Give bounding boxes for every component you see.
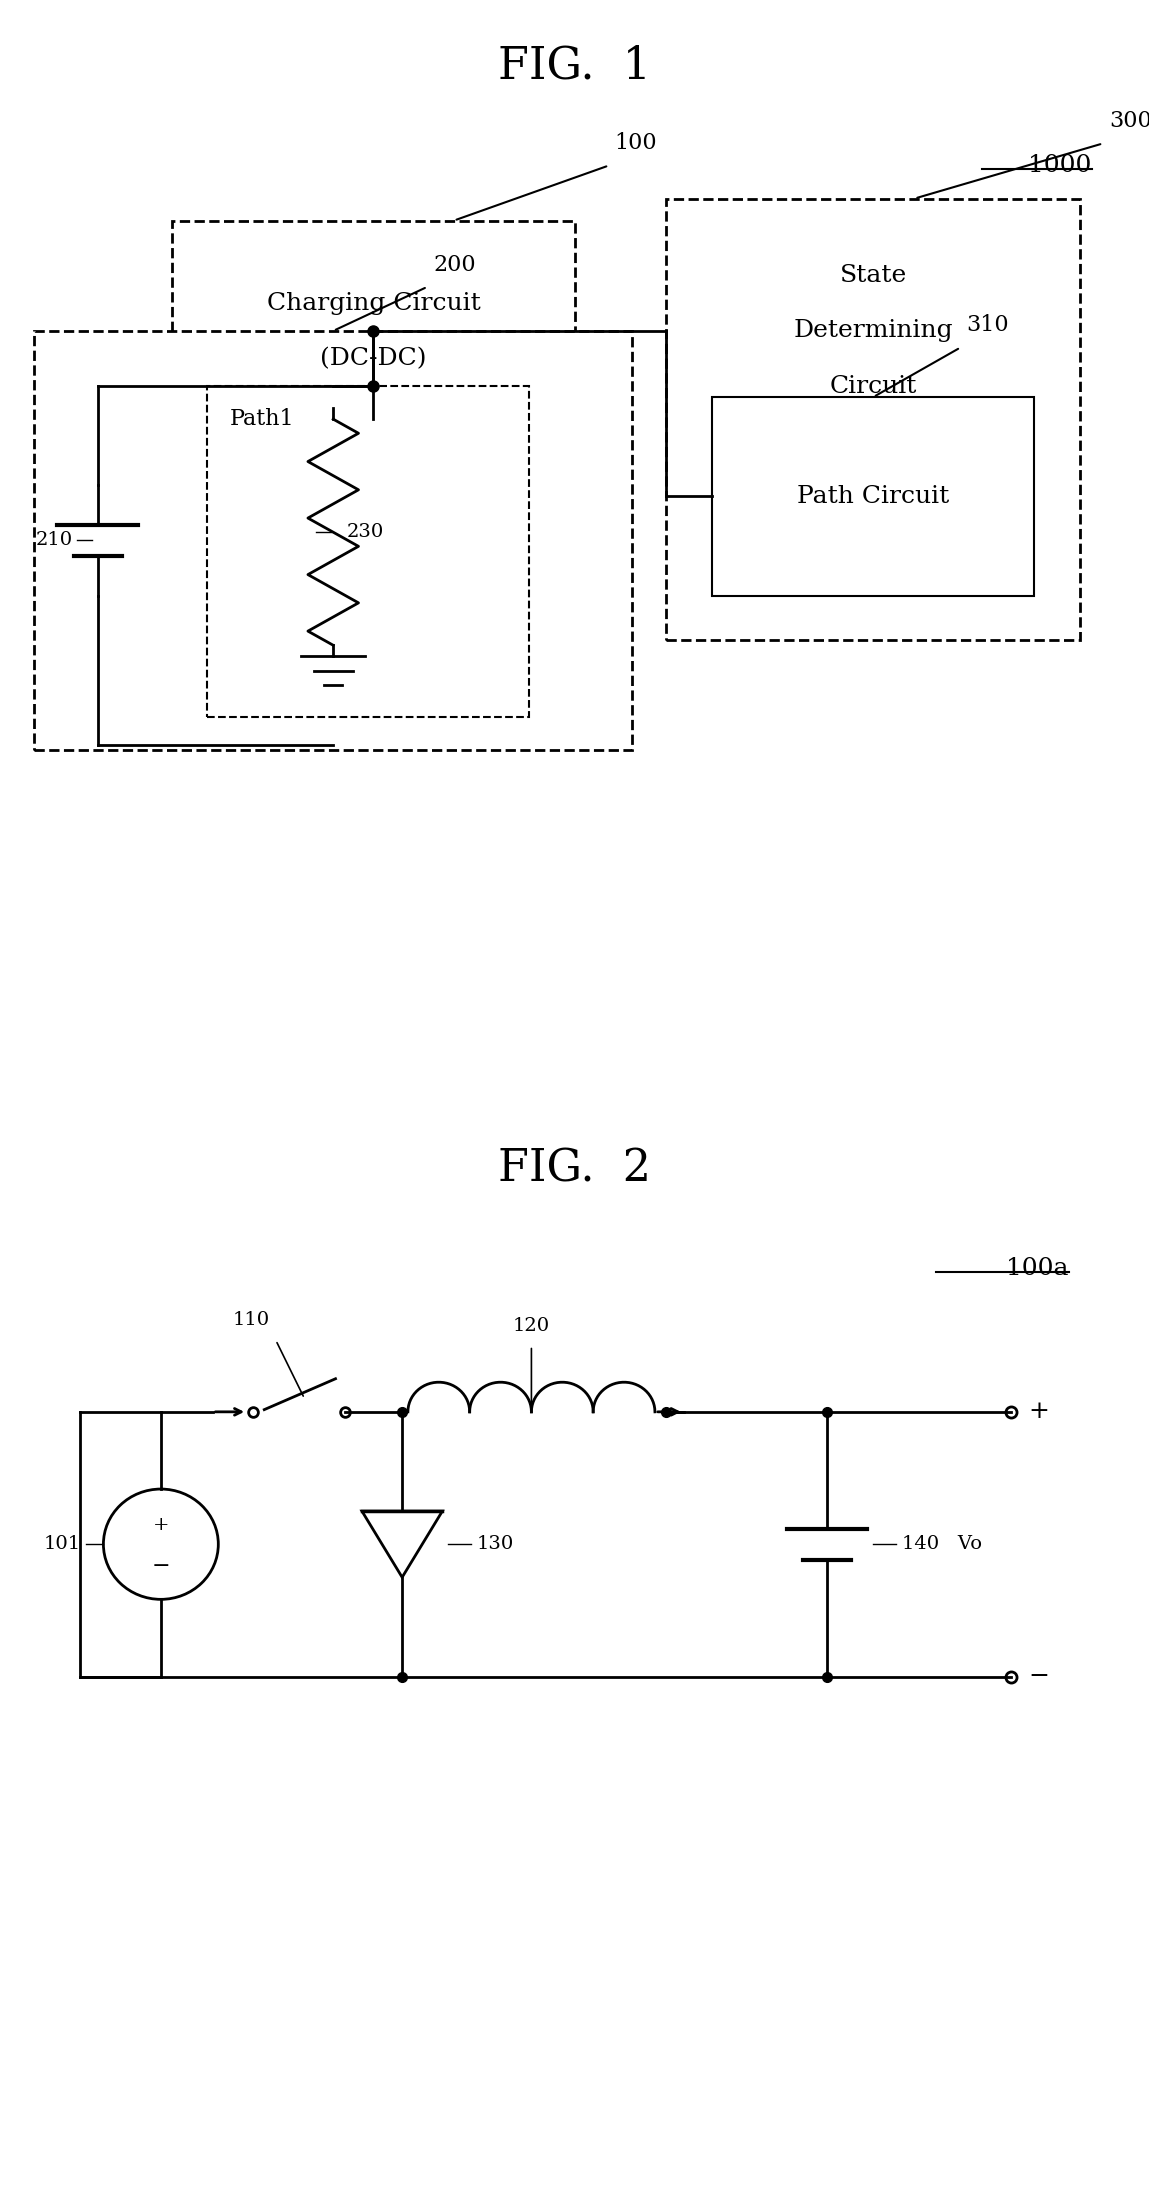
Text: Path Circuit: Path Circuit	[797, 485, 949, 507]
Text: 310: 310	[966, 315, 1009, 335]
Text: 300: 300	[1109, 110, 1149, 132]
Text: (DC-DC): (DC-DC)	[321, 346, 426, 371]
Text: 230: 230	[347, 523, 384, 540]
Text: 101: 101	[44, 1535, 80, 1553]
Text: 100: 100	[615, 132, 657, 154]
Text: +: +	[153, 1516, 169, 1535]
FancyBboxPatch shape	[172, 221, 574, 419]
Polygon shape	[362, 1511, 442, 1577]
Text: −: −	[152, 1555, 170, 1577]
FancyBboxPatch shape	[34, 331, 632, 750]
Text: State: State	[840, 265, 907, 287]
Text: Path1: Path1	[230, 408, 294, 430]
FancyBboxPatch shape	[207, 386, 529, 717]
Text: 110: 110	[233, 1310, 270, 1328]
Text: 1000: 1000	[1028, 154, 1092, 176]
Text: 130: 130	[477, 1535, 514, 1553]
Text: 210: 210	[36, 532, 72, 549]
Text: FIG.  1: FIG. 1	[498, 44, 651, 88]
Text: 200: 200	[433, 254, 476, 276]
FancyBboxPatch shape	[712, 397, 1034, 596]
Text: 100a: 100a	[1007, 1257, 1069, 1279]
Text: 140   Vo: 140 Vo	[902, 1535, 982, 1553]
Text: Determining: Determining	[794, 320, 953, 342]
Text: −: −	[1028, 1666, 1049, 1688]
Text: 120: 120	[512, 1317, 550, 1335]
Text: FIG.  2: FIG. 2	[498, 1147, 651, 1191]
FancyBboxPatch shape	[666, 199, 1080, 640]
Text: Circuit: Circuit	[830, 375, 917, 397]
Text: +: +	[1028, 1401, 1049, 1423]
Text: Charging Circuit: Charging Circuit	[267, 291, 480, 315]
